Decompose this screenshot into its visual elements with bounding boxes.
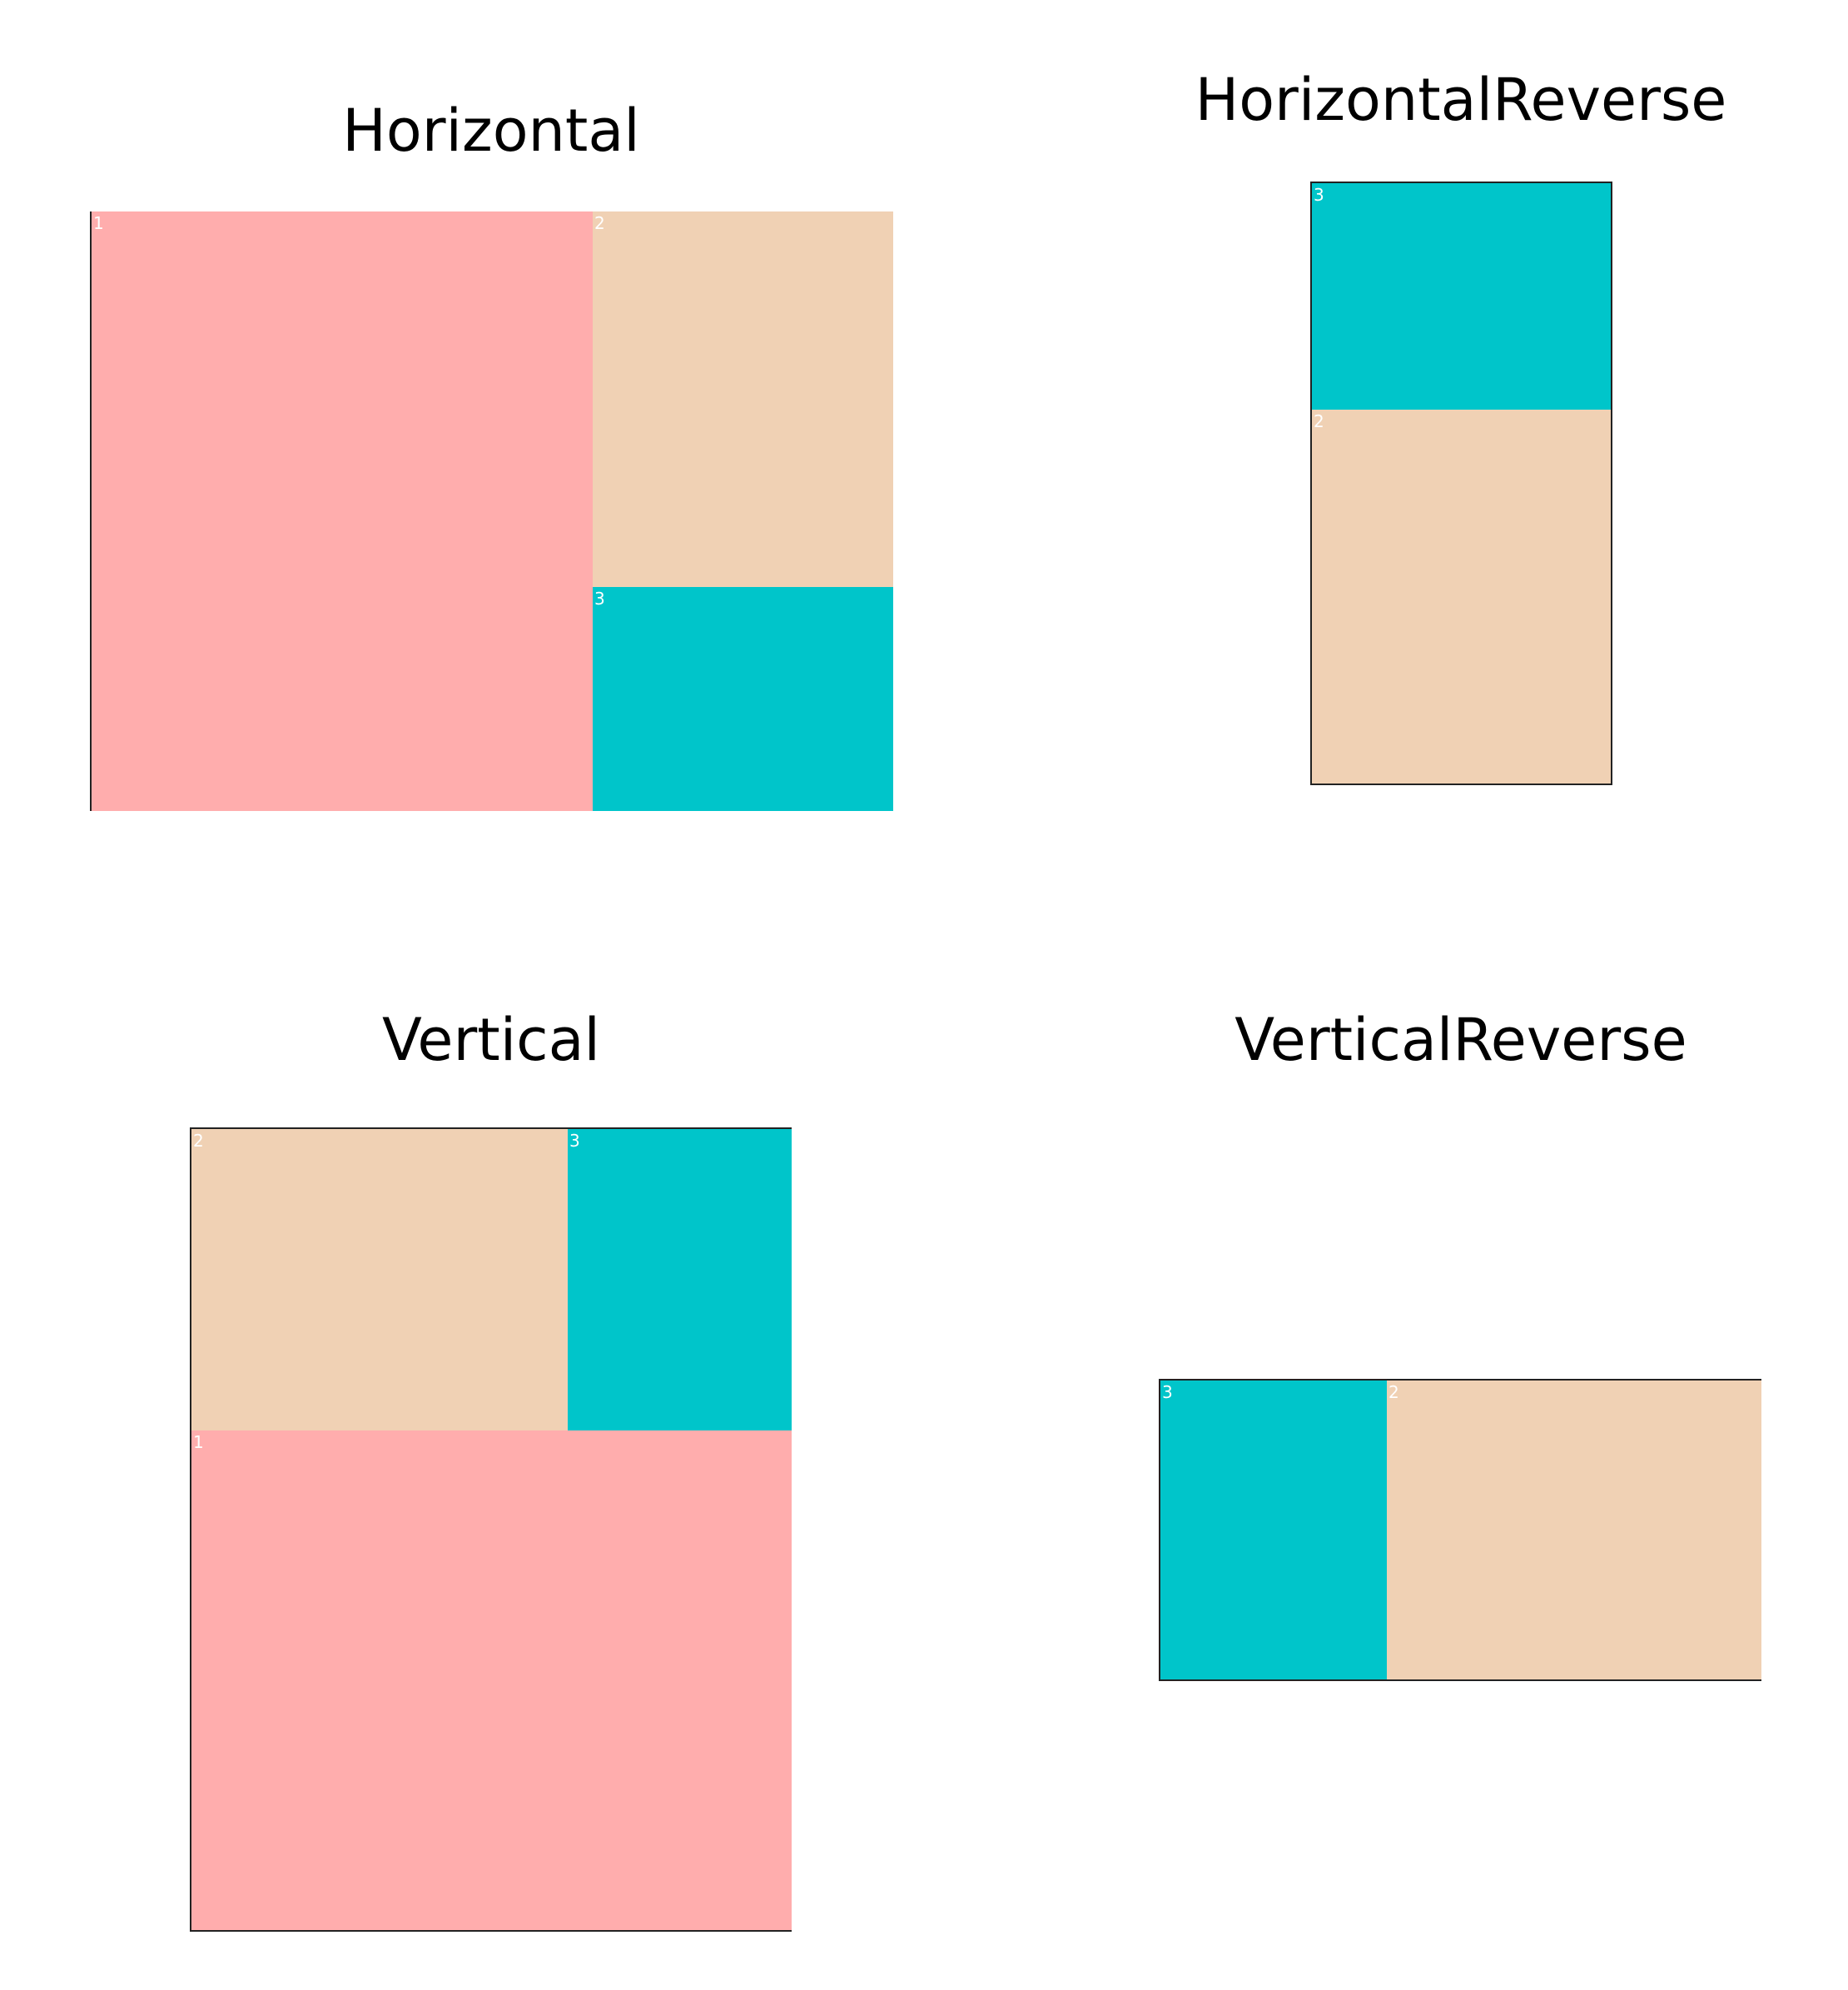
cell-label: 3: [1162, 1382, 1173, 1402]
cell-label: 1: [93, 213, 104, 233]
treemap-vertical-reverse: 3 2: [1159, 1379, 1761, 1681]
treemap-horizontal-reverse: 3 2: [1310, 182, 1612, 785]
panel-title-horizontal: Horizontal: [342, 97, 640, 165]
cell-label: 3: [594, 589, 605, 609]
cell-2: 2: [1387, 1381, 1761, 1679]
panel-title-horizontal-reverse: HorizontalReverse: [1195, 66, 1727, 134]
cell-label: 2: [1388, 1382, 1399, 1402]
cell-label: 2: [1314, 411, 1324, 431]
treemap-horizontal: 1 2 3: [90, 211, 893, 811]
treemap-vertical: 2 3 1: [190, 1127, 792, 1932]
cell-3: 3: [1160, 1381, 1387, 1679]
cell-1: 1: [92, 211, 593, 811]
cell-3: 3: [568, 1129, 792, 1430]
cell-label: 2: [594, 213, 605, 233]
cell-2: 2: [1312, 410, 1611, 784]
cell-2: 2: [593, 211, 893, 587]
cell-label: 3: [1314, 185, 1324, 205]
cell-2: 2: [191, 1129, 568, 1430]
cell-3: 3: [1312, 183, 1611, 410]
panel-title-vertical: Vertical: [381, 1006, 601, 1074]
cell-label: 1: [193, 1432, 204, 1452]
cell-1: 1: [191, 1430, 792, 1930]
cell-label: 2: [193, 1131, 204, 1151]
cell-label: 3: [569, 1131, 580, 1151]
panel-title-vertical-reverse: VerticalReverse: [1234, 1006, 1687, 1074]
cell-3: 3: [593, 587, 893, 811]
